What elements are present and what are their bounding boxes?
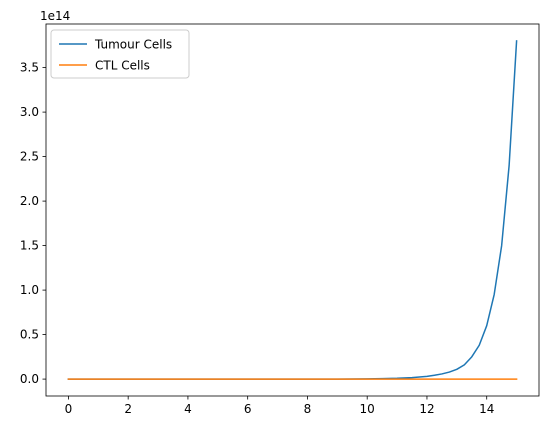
axes-frame [45, 23, 540, 397]
x-tick-label: 2 [124, 402, 132, 416]
x-tick-label: 10 [360, 402, 375, 416]
series-layer [67, 40, 518, 380]
plot-background [46, 24, 539, 396]
legend-label-tumour-cells: Tumour Cells [94, 38, 172, 52]
legend-label-ctl-cells: CTL Cells [95, 59, 150, 73]
y-tick-label: 2.5 [20, 150, 39, 164]
y-tick-label: 3.0 [20, 105, 39, 119]
axes-layer: 0 2 4 6 8 10 12 14 0.0 0.5 1.0 1.5 2.0 2.5 3.0 3.5 [20, 23, 540, 416]
x-tick-label: 0 [65, 402, 73, 416]
y-tick-label: 0.0 [20, 372, 39, 386]
y-tick-label: 3.5 [20, 61, 39, 75]
y-tick-label: 2.0 [20, 194, 39, 208]
y-tick-label: 0.5 [20, 328, 39, 342]
y-tick-label: 1.0 [20, 283, 39, 297]
x-tick-label: 12 [419, 402, 434, 416]
x-tick-label: 14 [479, 402, 494, 416]
plot-area [46, 24, 539, 396]
x-tick-label: 4 [184, 402, 192, 416]
legend-box [50, 29, 190, 79]
y-tick-label: 1.5 [20, 239, 39, 253]
y-offset-label: 1e14 [40, 9, 70, 23]
legend: Tumour Cells CTL Cells [50, 29, 190, 79]
x-tick-label: 8 [304, 402, 312, 416]
x-tick-label: 6 [244, 402, 252, 416]
